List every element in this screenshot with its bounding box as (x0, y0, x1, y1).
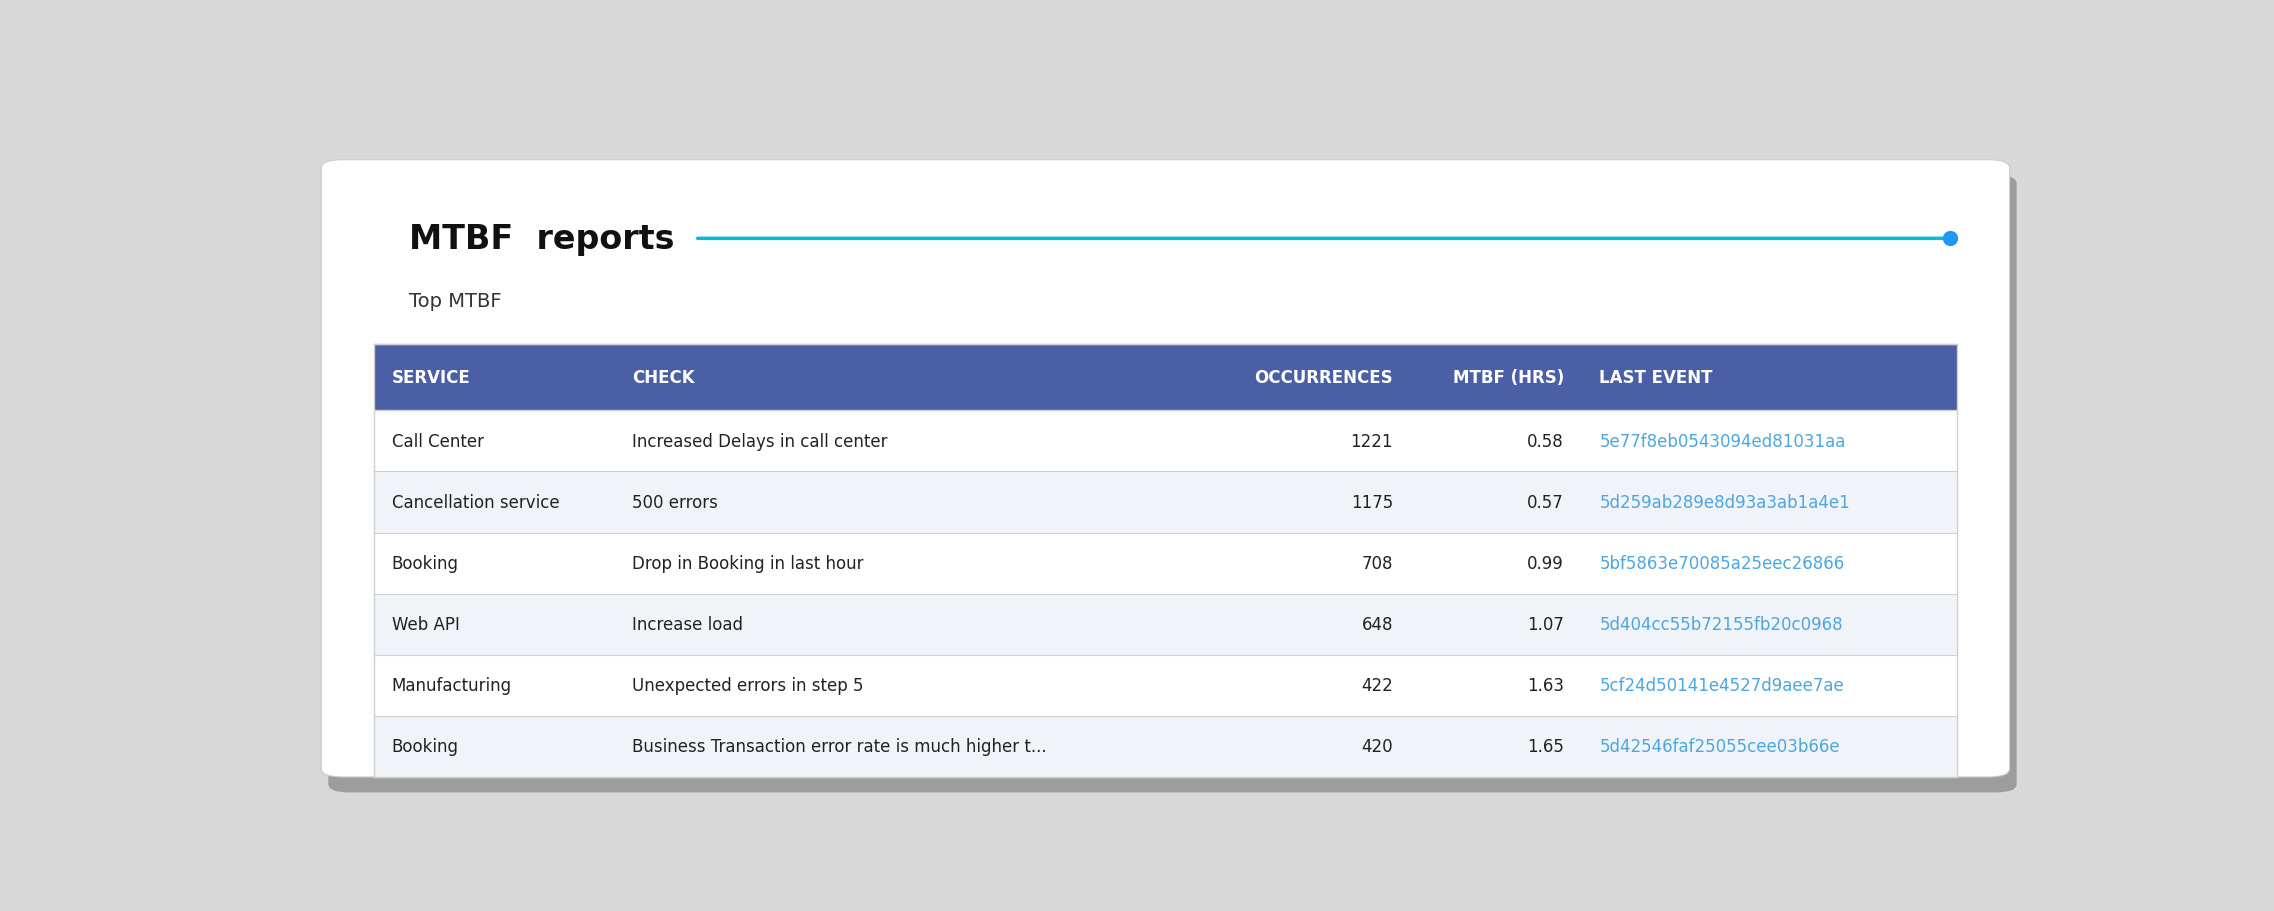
Text: 1.63: 1.63 (1528, 677, 1565, 694)
Text: Call Center: Call Center (391, 433, 484, 450)
Text: 1221: 1221 (1351, 433, 1394, 450)
Text: Booking: Booking (391, 738, 459, 755)
Text: Web API: Web API (391, 616, 459, 633)
Text: Increased Delays in call center: Increased Delays in call center (632, 433, 887, 450)
Text: 5bf5863e70085a25eec26866: 5bf5863e70085a25eec26866 (1599, 555, 1844, 572)
Text: 5cf24d50141e4527d9aee7ae: 5cf24d50141e4527d9aee7ae (1599, 677, 1844, 694)
FancyBboxPatch shape (321, 160, 2010, 777)
Text: CHECK: CHECK (632, 369, 696, 386)
Text: MTBF  reports: MTBF reports (409, 222, 675, 256)
Text: 0.57: 0.57 (1528, 494, 1565, 511)
Text: Business Transaction error rate is much higher t...: Business Transaction error rate is much … (632, 738, 1046, 755)
Text: 1.65: 1.65 (1528, 738, 1565, 755)
Text: 420: 420 (1362, 738, 1394, 755)
Text: 500 errors: 500 errors (632, 494, 719, 511)
Text: Increase load: Increase load (632, 616, 744, 633)
FancyBboxPatch shape (375, 344, 1956, 411)
Text: 1175: 1175 (1351, 494, 1394, 511)
Text: 5d404cc55b72155fb20c0968: 5d404cc55b72155fb20c0968 (1599, 616, 1842, 633)
Text: Top MTBF: Top MTBF (409, 292, 503, 311)
Text: Booking: Booking (391, 555, 459, 572)
Text: 1.07: 1.07 (1528, 616, 1565, 633)
Text: 0.58: 0.58 (1528, 433, 1565, 450)
Text: 5d259ab289e8d93a3ab1a4e1: 5d259ab289e8d93a3ab1a4e1 (1599, 494, 1851, 511)
Text: SERVICE: SERVICE (391, 369, 471, 386)
Text: 648: 648 (1362, 616, 1394, 633)
Text: Cancellation service: Cancellation service (391, 494, 559, 511)
FancyBboxPatch shape (375, 716, 1956, 777)
Text: Manufacturing: Manufacturing (391, 677, 512, 694)
Text: 0.99: 0.99 (1528, 555, 1565, 572)
Text: OCCURRENCES: OCCURRENCES (1255, 369, 1394, 386)
FancyBboxPatch shape (375, 411, 1956, 472)
Text: 5d42546faf25055cee03b66e: 5d42546faf25055cee03b66e (1599, 738, 1840, 755)
Text: Drop in Booking in last hour: Drop in Booking in last hour (632, 555, 864, 572)
FancyBboxPatch shape (375, 472, 1956, 533)
Text: LAST EVENT: LAST EVENT (1599, 369, 1712, 386)
FancyBboxPatch shape (375, 594, 1956, 655)
FancyBboxPatch shape (375, 533, 1956, 594)
FancyBboxPatch shape (375, 655, 1956, 716)
Text: Unexpected errors in step 5: Unexpected errors in step 5 (632, 677, 864, 694)
Text: MTBF (HRS): MTBF (HRS) (1453, 369, 1565, 386)
FancyBboxPatch shape (327, 176, 2017, 793)
Text: 708: 708 (1362, 555, 1394, 572)
Text: 5e77f8eb0543094ed81031aa: 5e77f8eb0543094ed81031aa (1599, 433, 1846, 450)
Text: 422: 422 (1362, 677, 1394, 694)
